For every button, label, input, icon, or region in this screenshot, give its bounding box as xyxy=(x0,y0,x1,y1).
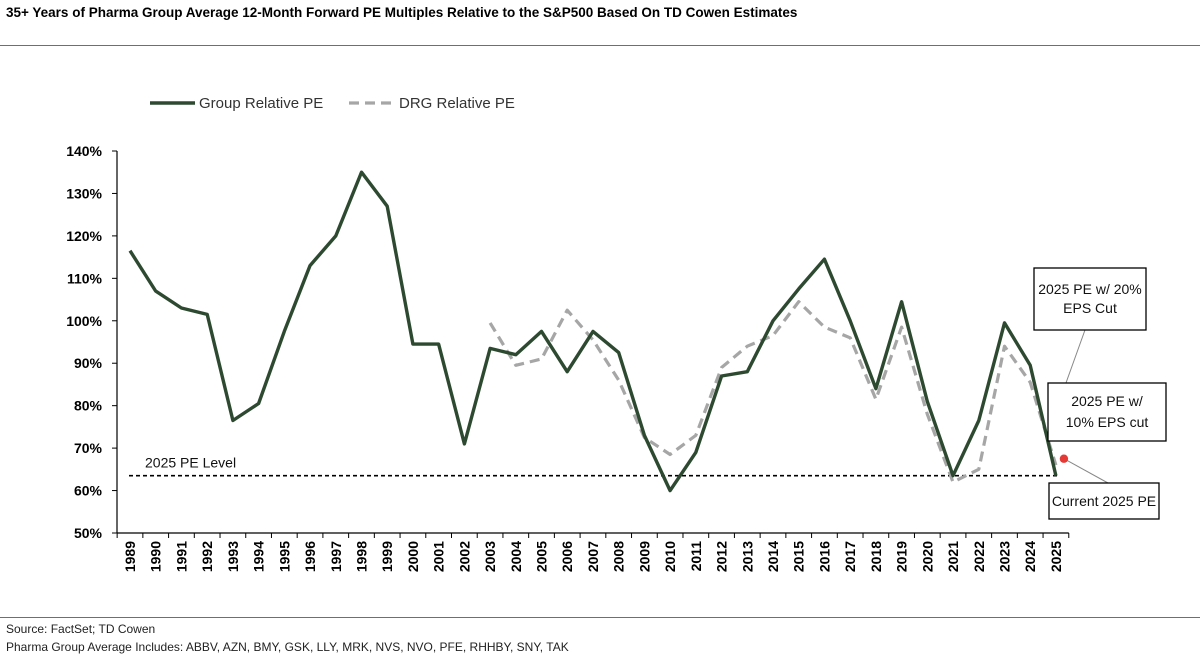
x-tick-label: 2013 xyxy=(739,541,755,572)
annotation-box xyxy=(1048,482,1160,520)
x-tick-label: 1995 xyxy=(276,541,292,572)
x-tick-label: 1994 xyxy=(251,541,267,572)
x-tick-label: 2009 xyxy=(636,541,652,572)
annotation-label: 2025 PE w/ 20% xyxy=(1038,281,1142,297)
x-tick-label: 2008 xyxy=(611,541,627,572)
group-relative-pe-line xyxy=(128,170,1058,493)
y-tick-label: 60% xyxy=(74,483,103,499)
x-tick-label: 2004 xyxy=(508,541,524,572)
x-tick-label: 1997 xyxy=(328,541,344,572)
x-tick-label: 2018 xyxy=(868,541,884,572)
annotation-marker xyxy=(1059,454,1069,463)
x-tick-label: 2010 xyxy=(662,541,678,572)
annotation-box xyxy=(1047,382,1167,442)
x-tick-label: 2015 xyxy=(791,541,807,572)
x-tick-label: 2001 xyxy=(431,541,447,572)
x-tick-label: 2003 xyxy=(482,541,498,572)
y-tick-label: 100% xyxy=(66,313,102,329)
x-tick-label: 2014 xyxy=(765,541,781,572)
x-tick-label: 2002 xyxy=(456,541,472,572)
x-tick-label: 2007 xyxy=(585,541,601,572)
x-tick-label: 2021 xyxy=(945,541,961,572)
x-tick-label: 2005 xyxy=(534,541,550,572)
x-tick-label: 2025 xyxy=(1048,541,1064,572)
x-tick-label: 2024 xyxy=(1022,541,1038,572)
x-tick-label: 1999 xyxy=(379,541,395,572)
x-tick-label: 2000 xyxy=(405,541,421,572)
x-tick-label: 2020 xyxy=(919,541,935,572)
y-tick-label: 140% xyxy=(66,143,102,159)
x-tick-label: 1993 xyxy=(225,541,241,572)
title-divider xyxy=(0,45,1200,46)
source-note: Source: FactSet; TD Cowen xyxy=(6,622,156,636)
x-tick-label: 2022 xyxy=(971,541,987,572)
legend-label-drg: DRG Relative PE xyxy=(399,95,515,112)
constituents-note: Pharma Group Average Includes: ABBV, AZN… xyxy=(6,640,569,654)
reference-line-label: 2025 PE Level xyxy=(145,455,236,471)
legend-label-group: Group Relative PE xyxy=(199,95,323,112)
footer-divider xyxy=(0,617,1200,618)
annotation-label: 2025 PE w/ xyxy=(1071,393,1143,409)
x-tick-label: 1990 xyxy=(148,541,164,572)
y-tick-label: 130% xyxy=(66,185,102,201)
x-tick-label: 2012 xyxy=(714,541,730,572)
annotation-label: Current 2025 PE xyxy=(1052,493,1156,509)
x-tick-label: 2016 xyxy=(816,541,832,572)
annotation-label: 10% EPS cut xyxy=(1066,414,1149,430)
annotation-box xyxy=(1033,267,1147,331)
annotation-leader xyxy=(1063,458,1109,484)
y-tick-label: 110% xyxy=(67,270,103,286)
y-tick-label: 80% xyxy=(74,398,103,414)
annotation-leader xyxy=(1063,329,1086,389)
x-tick-label: 2011 xyxy=(688,541,704,572)
drg-relative-pe-line xyxy=(488,300,1058,484)
x-tick-label: 1989 xyxy=(122,541,138,572)
chart-svg: 50% 60% 70% 80% 90% 100% 110% 120% 130% 140% 1989 1… xyxy=(66,95,1167,572)
x-tick-label: 2017 xyxy=(842,541,858,572)
annotation-label: EPS Cut xyxy=(1063,300,1117,316)
x-tick-label: 1991 xyxy=(173,541,189,572)
y-tick-label: 90% xyxy=(74,355,103,371)
x-tick-label: 1996 xyxy=(302,541,318,572)
y-tick-label: 50% xyxy=(74,525,103,541)
x-tick-label: 1998 xyxy=(353,541,369,572)
x-tick-label: 2023 xyxy=(996,541,1012,572)
chart-title: 35+ Years of Pharma Group Average 12-Mon… xyxy=(6,5,798,20)
x-tick-label: 2006 xyxy=(559,541,575,572)
x-tick-label: 2019 xyxy=(894,541,910,572)
y-tick-label: 70% xyxy=(74,440,103,456)
x-tick-label: 1992 xyxy=(199,541,215,572)
y-tick-label: 120% xyxy=(66,228,102,244)
